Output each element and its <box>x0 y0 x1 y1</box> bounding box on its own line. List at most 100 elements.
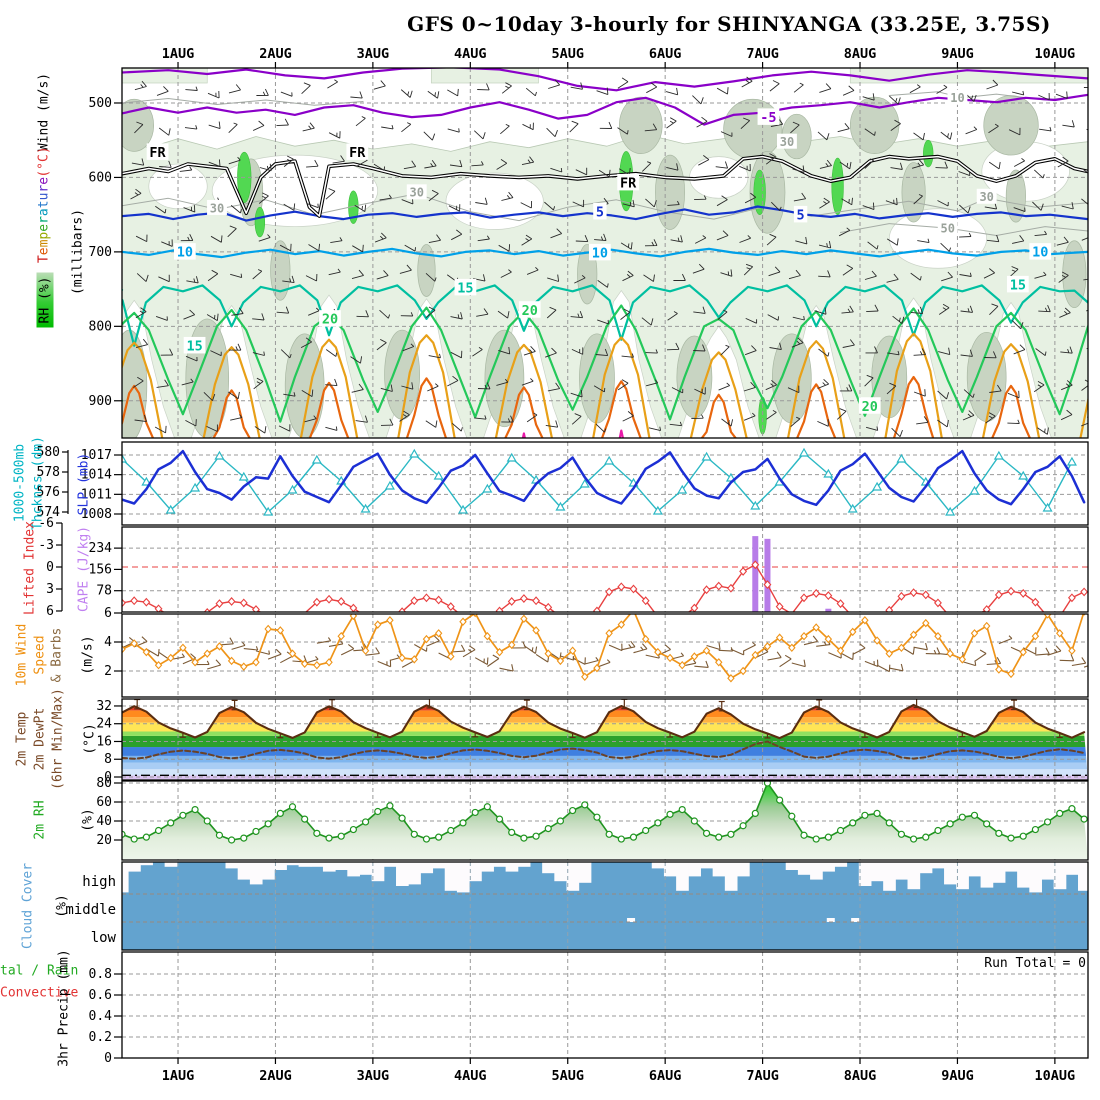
svg-text:20: 20 <box>96 833 112 848</box>
axis-label-lifted-index: Lifted Index <box>22 521 38 615</box>
svg-text:1014: 1014 <box>81 468 112 483</box>
svg-text:7AUG: 7AUG <box>746 46 779 62</box>
svg-text:15: 15 <box>1010 278 1026 294</box>
axis-label-pct-rh: (%) <box>80 808 96 832</box>
svg-text:234: 234 <box>89 541 113 556</box>
svg-text:FR: FR <box>149 145 166 161</box>
svg-text:600: 600 <box>89 170 112 185</box>
svg-text:8AUG: 8AUG <box>844 1068 877 1084</box>
svg-text:5AUG: 5AUG <box>551 1068 584 1084</box>
svg-text:-3: -3 <box>38 538 54 553</box>
svg-text:1AUG: 1AUG <box>162 46 195 62</box>
svg-text:5: 5 <box>797 208 805 224</box>
svg-text:8: 8 <box>104 752 112 767</box>
svg-text:-6: -6 <box>38 516 54 531</box>
axis-label-2m-dewpt: 2m DewPt <box>32 707 48 771</box>
svg-text:5: 5 <box>596 205 604 221</box>
svg-text:10AUG: 10AUG <box>1035 46 1076 62</box>
axis-label-slp: SLP (mb) <box>76 452 92 516</box>
svg-text:10: 10 <box>1032 245 1048 261</box>
svg-text:4AUG: 4AUG <box>454 1068 487 1084</box>
svg-text:30: 30 <box>409 186 423 200</box>
slp-thickness-panel: 1017 1014 1011 1008 580 578 576 574 <box>37 441 1089 526</box>
axis-label-rh-upper: RH (%) <box>36 272 54 328</box>
svg-text:0: 0 <box>104 1051 112 1066</box>
svg-text:10: 10 <box>592 245 608 261</box>
svg-text:580: 580 <box>37 445 60 460</box>
axis-label-temperature: Temperature <box>36 176 52 264</box>
svg-text:50: 50 <box>940 221 954 235</box>
svg-text:1008: 1008 <box>81 507 112 522</box>
axis-label-thickness-2: Thcknss (dm) <box>30 436 46 530</box>
axis-label-convective: Convective <box>0 985 79 1001</box>
bottom-axis: 1AUG 2AUG 3AUG 4AUG 5AUG 6AUG 7AUG 8AUG 9AUG 10AU… <box>162 1058 1075 1084</box>
svg-text:low: low <box>91 930 117 946</box>
svg-text:0.8: 0.8 <box>89 967 112 982</box>
svg-text:20: 20 <box>322 312 338 328</box>
svg-text:3: 3 <box>46 582 54 597</box>
svg-text:30: 30 <box>979 190 993 204</box>
axis-label-speed: Speed <box>32 635 48 675</box>
run-total-text: Run Total = 0 <box>984 956 1086 971</box>
axis-label-millibars: (millibars) <box>70 208 86 296</box>
svg-text:8AUG: 8AUG <box>844 46 877 62</box>
svg-text:10: 10 <box>950 91 964 105</box>
upper-air-panel: -5 5 5 10 10 10 15 15 15 20 20 20 30 30 30 30 50 10 FR FR FR <box>122 68 1088 438</box>
temp-bands <box>122 704 1088 780</box>
svg-text:3AUG: 3AUG <box>357 1068 390 1084</box>
svg-text:574: 574 <box>37 505 61 520</box>
svg-text:576: 576 <box>37 485 60 500</box>
svg-text:500: 500 <box>89 96 112 111</box>
precip-plot <box>122 952 1088 1058</box>
svg-text:156: 156 <box>89 562 112 577</box>
svg-text:6: 6 <box>104 606 112 621</box>
axis-label-2m-rh: 2m RH <box>32 800 48 840</box>
wind10m-plot <box>122 614 1088 697</box>
svg-text:7AUG: 7AUG <box>746 1068 779 1084</box>
svg-text:78: 78 <box>96 584 112 599</box>
axis-label-thickness-1: 1000-500mb <box>12 443 28 523</box>
lifted-cape-plot <box>122 527 1088 612</box>
svg-text:3AUG: 3AUG <box>357 46 390 62</box>
svg-text:700: 700 <box>89 245 112 260</box>
svg-text:900: 900 <box>89 394 112 409</box>
svg-text:60: 60 <box>96 795 112 810</box>
svg-text:578: 578 <box>37 465 60 480</box>
axis-label-wind-upper: Wind (m/s) <box>36 72 52 152</box>
precip-panel: 0.8 0.6 0.4 0.2 0 Run Total = 0 <box>89 951 1089 1066</box>
svg-text:20: 20 <box>862 399 878 415</box>
svg-text:10: 10 <box>177 245 193 261</box>
axis-label-cloud-cover: Cloud Cover <box>20 862 36 950</box>
svg-text:high: high <box>82 874 116 890</box>
svg-text:9AUG: 9AUG <box>941 1068 974 1084</box>
rh2m-panel: 80 60 40 20 <box>96 776 1089 861</box>
cloud-panel: high middle low <box>65 861 1089 951</box>
svg-text:24: 24 <box>96 717 112 732</box>
axis-label-3hr-precip: 3hr Precip (mm) <box>56 949 72 1067</box>
lifted-cape-panel: 234 156 78 -6 -3 0 3 6 <box>38 516 1089 619</box>
svg-text:0.4: 0.4 <box>89 1009 113 1024</box>
svg-text:5AUG: 5AUG <box>551 46 584 62</box>
svg-text:middle: middle <box>65 902 116 918</box>
svg-text:1017: 1017 <box>81 448 112 463</box>
svg-text:1011: 1011 <box>81 487 112 502</box>
svg-text:0.6: 0.6 <box>89 988 112 1003</box>
svg-text:1AUG: 1AUG <box>162 1068 195 1084</box>
svg-text:-5: -5 <box>760 110 776 126</box>
svg-text:6AUG: 6AUG <box>649 46 682 62</box>
slp-thickness-plot <box>122 442 1088 525</box>
svg-text:15: 15 <box>186 339 202 355</box>
upper-air-frame: 500 600 700 800 900 1AUG 2AUG 3AUG 4AUG 5AUG 6AUG 7… <box>89 46 1089 439</box>
svg-text:0.2: 0.2 <box>89 1030 112 1045</box>
svg-text:30: 30 <box>210 201 224 215</box>
svg-text:0: 0 <box>46 560 54 575</box>
svg-text:9AUG: 9AUG <box>941 46 974 62</box>
svg-text:16: 16 <box>96 734 112 749</box>
axis-label-6hr-minmax: (6hr Min/Max) <box>50 688 66 790</box>
axis-label-barbs: & Barbs <box>49 627 65 683</box>
svg-text:800: 800 <box>89 319 112 334</box>
axis-label-2m-temp: 2m Temp <box>14 711 30 767</box>
page-title: GFS 0~10day 3-hourly for SHINYANGA (33.2… <box>407 12 1051 36</box>
axis-label-ms: (m/s) <box>80 635 96 675</box>
rh2m-plot <box>122 781 1088 860</box>
